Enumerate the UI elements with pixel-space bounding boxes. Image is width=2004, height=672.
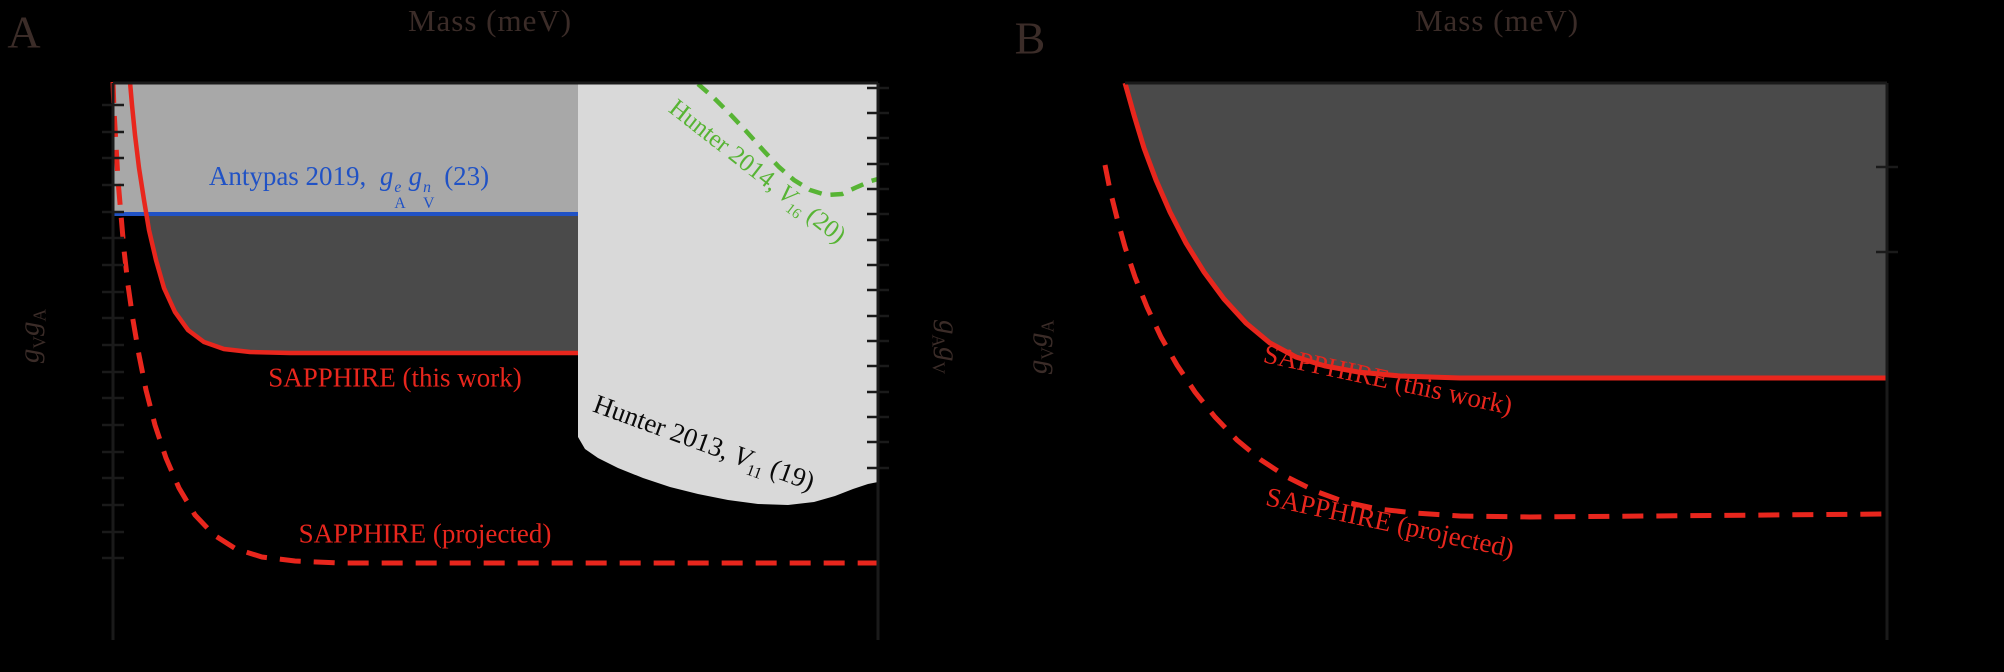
panel-b-label: B — [1014, 12, 1046, 64]
panel-a-sapphire-projected-label: SAPPHIRE (projected) — [298, 518, 552, 549]
hunter-2013-excluded-region-A — [578, 83, 878, 505]
sapphire-this-work-limit-A — [127, 81, 578, 356]
hunter-2014-limit-A — [696, 82, 879, 198]
panel-a-right-y-axis-label: gAgV — [928, 319, 965, 375]
sapphire-this-work-excluded-region-A — [148, 216, 578, 354]
panel-a-left-y-axis-label: gVgA — [13, 308, 50, 364]
panel-b-left-y-axis-label: gVgA — [1021, 319, 1058, 375]
panel-a-sapphire-this-work-label: SAPPHIRE (this work) — [268, 362, 522, 393]
panel-a-x-axis-title: Mass (meV) — [407, 3, 573, 38]
antypas-2019-excluded-region-A — [113, 83, 578, 214]
sapphire-this-work-limit-B — [1122, 82, 1887, 381]
panel-b-x-axis-title: Mass (meV) — [1414, 3, 1580, 38]
sapphire-this-work-excluded-region-B — [1125, 83, 1887, 378]
panel-a-label: A — [7, 6, 41, 58]
